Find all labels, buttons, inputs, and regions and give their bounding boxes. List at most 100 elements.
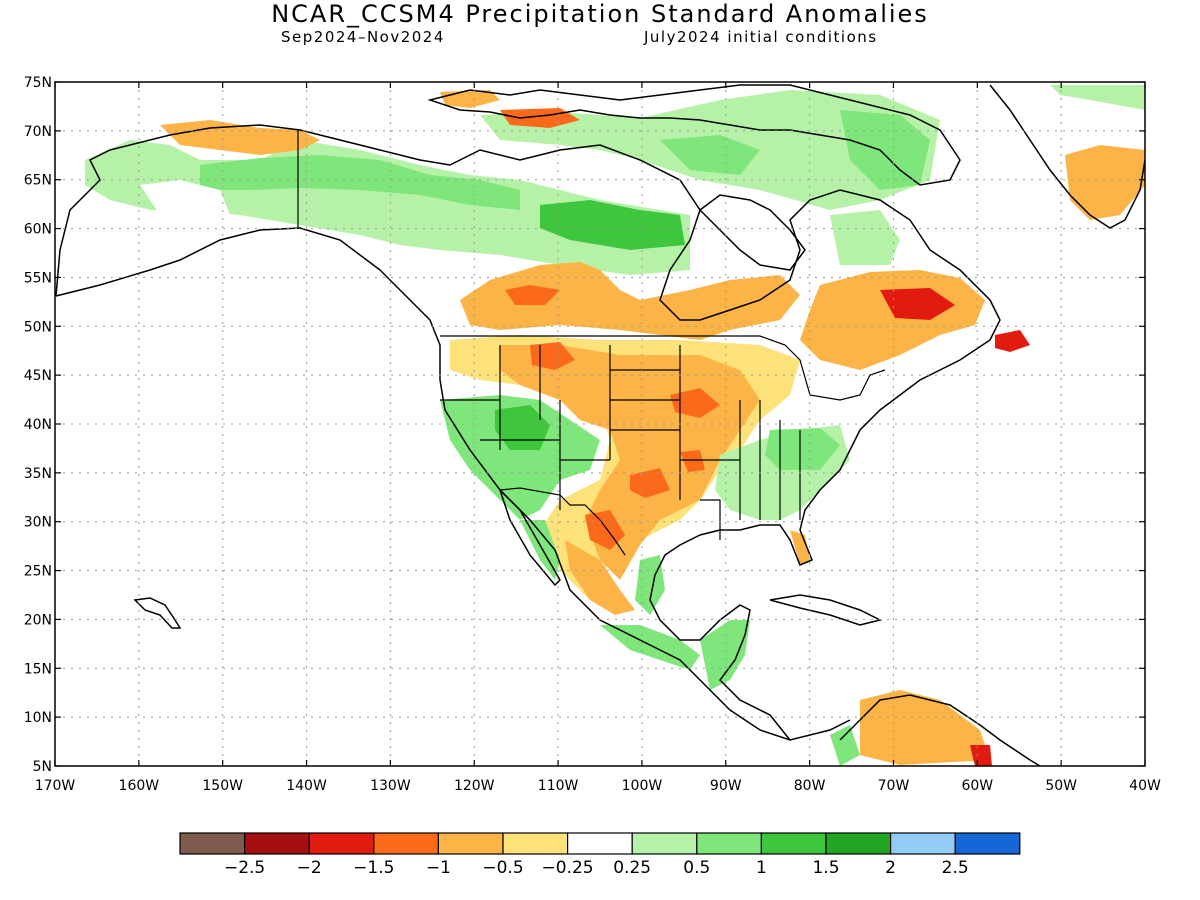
colorbar-label: 1: [756, 858, 767, 878]
anomaly-great-basin-core: [495, 405, 550, 450]
lon-label: 80W: [794, 778, 826, 794]
lon-label: 90W: [710, 778, 742, 794]
coastline-hawaii: [133, 597, 182, 629]
anomaly-iowa-red: [670, 388, 720, 418]
lon-label: 60W: [961, 778, 993, 794]
anomaly-mexico-orange: [565, 540, 635, 615]
anomaly-greenland-green: [1050, 85, 1145, 110]
anomaly-arctic-green-core: [660, 135, 760, 175]
colorbar-swatch: [889, 832, 956, 855]
lat-label: 75N: [24, 75, 52, 91]
anomaly-west-mexico-green: [520, 520, 560, 580]
latitude-labels: 75N 70N 65N 60N 55N 50N 45N 40N 35N 30N 25N 20N 15N 1…: [24, 75, 52, 775]
colorbar-label: −1.5: [353, 858, 394, 878]
colorbar-label: 1.5: [812, 858, 839, 878]
lat-label: 5N: [33, 759, 52, 775]
colorbar-swatch: [760, 832, 827, 855]
colorbar-label: −0.5: [482, 858, 523, 878]
anomaly-newfoundland-red: [995, 330, 1030, 352]
lat-label: 40N: [24, 417, 52, 433]
anomaly-north-slope-orange: [160, 120, 320, 155]
axis-ticks: [54, 81, 1146, 767]
coastline-cuba: [769, 594, 883, 626]
colorbar-swatch: [373, 832, 439, 855]
lat-label: 55N: [24, 270, 52, 286]
colorbar-swatch: [631, 832, 698, 855]
lat-label: 20N: [24, 612, 52, 628]
anomaly-south-america-orange: [860, 690, 990, 765]
lat-label: 50N: [24, 319, 52, 335]
graticule: [55, 82, 1145, 766]
lon-label: 40W: [1129, 778, 1161, 794]
anomaly-south-mexico-green: [600, 625, 700, 670]
lon-label: 140W: [286, 778, 327, 794]
coastline-baja: [499, 489, 561, 587]
lon-label: 130W: [370, 778, 411, 794]
anomaly-quebec-orange: [800, 270, 985, 370]
coastlines: [55, 84, 1146, 767]
colorbar-label: 0.5: [683, 858, 710, 878]
period-subtitle: Sep2024–Nov2024: [281, 28, 445, 46]
anomaly-oklahoma-red: [630, 468, 670, 498]
anomaly-quebec-red: [880, 288, 955, 320]
anomaly-shading: [85, 85, 1145, 766]
colorbar: −2.5 −2 −1.5 −1 −0.5 −0.25 0.25 0.5 1 1.5 2 2.5: [179, 832, 1021, 878]
colorbar-swatch: [244, 832, 310, 855]
colorbar-label: −2: [297, 858, 322, 878]
anomaly-alaska-white: [140, 180, 230, 220]
colorbar-label: −2.5: [224, 858, 265, 878]
colorbar-swatch: [308, 832, 375, 855]
colorbar-swatch: [696, 832, 762, 855]
lat-label: 25N: [24, 564, 52, 580]
lon-label: 100W: [622, 778, 663, 794]
map-title: NCAR_CCSM4 Precipitation Standard Anomal…: [271, 0, 929, 28]
colorbar-swatch: [179, 832, 246, 855]
coastline-south-america: [839, 694, 1041, 767]
lon-label: 70W: [878, 778, 910, 794]
border-us-mexico: [499, 487, 626, 556]
anomaly-yukon-green: [200, 155, 520, 210]
lon-label: 160W: [119, 778, 160, 794]
anomaly-arkansas-red: [680, 450, 705, 472]
colorbar-label: −1: [426, 858, 451, 878]
anomaly-montana-red: [530, 342, 575, 370]
lat-label: 10N: [24, 710, 52, 726]
lon-label: 50W: [1045, 778, 1077, 794]
colorbar-swatch: [566, 832, 633, 855]
coastline-hudson-bay: [698, 194, 806, 271]
colorbar-label: −0.25: [542, 858, 594, 878]
lat-label: 60N: [24, 222, 52, 238]
anomaly-southeast-core: [765, 428, 840, 470]
anomaly-south-america-red: [970, 745, 992, 766]
colorbar-label: 2.5: [942, 858, 969, 878]
coastline-north-america: [55, 124, 1001, 741]
longitude-labels: 170W 160W 150W 140W 130W 120W 110W 100W 90W 80W 70…: [35, 778, 1161, 794]
lat-label: 35N: [24, 466, 52, 482]
lon-label: 110W: [538, 778, 579, 794]
coastline-greenland: [989, 84, 1146, 229]
colorbar-swatch: [825, 832, 892, 855]
lat-label: 70N: [24, 124, 52, 140]
colorbar-label: 0.25: [613, 858, 651, 878]
lon-label: 120W: [454, 778, 495, 794]
lon-label: 150W: [202, 778, 243, 794]
anomaly-nwt-green-core: [540, 200, 685, 250]
anomaly-labrador-green: [830, 210, 900, 265]
lat-label: 45N: [24, 368, 52, 384]
colorbar-swatch: [437, 832, 504, 855]
lat-label: 65N: [24, 173, 52, 189]
border-us-states: [440, 345, 801, 540]
anomaly-florida-orange: [790, 530, 810, 565]
anomaly-prairies-orange: [460, 262, 800, 340]
lat-label: 30N: [24, 515, 52, 531]
anomaly-baffin-green: [840, 110, 930, 190]
anomaly-central-america-green: [700, 620, 750, 690]
initial-conditions-subtitle: July2024 initial conditions: [644, 28, 878, 46]
colorbar-swatch: [954, 832, 1021, 855]
anomaly-prairies-orange-core: [505, 285, 560, 305]
anomaly-colombia-green: [830, 725, 860, 766]
colorbar-swatch: [502, 832, 569, 855]
lon-label: 170W: [35, 778, 76, 794]
coastline-arctic-islands: [427, 84, 961, 186]
